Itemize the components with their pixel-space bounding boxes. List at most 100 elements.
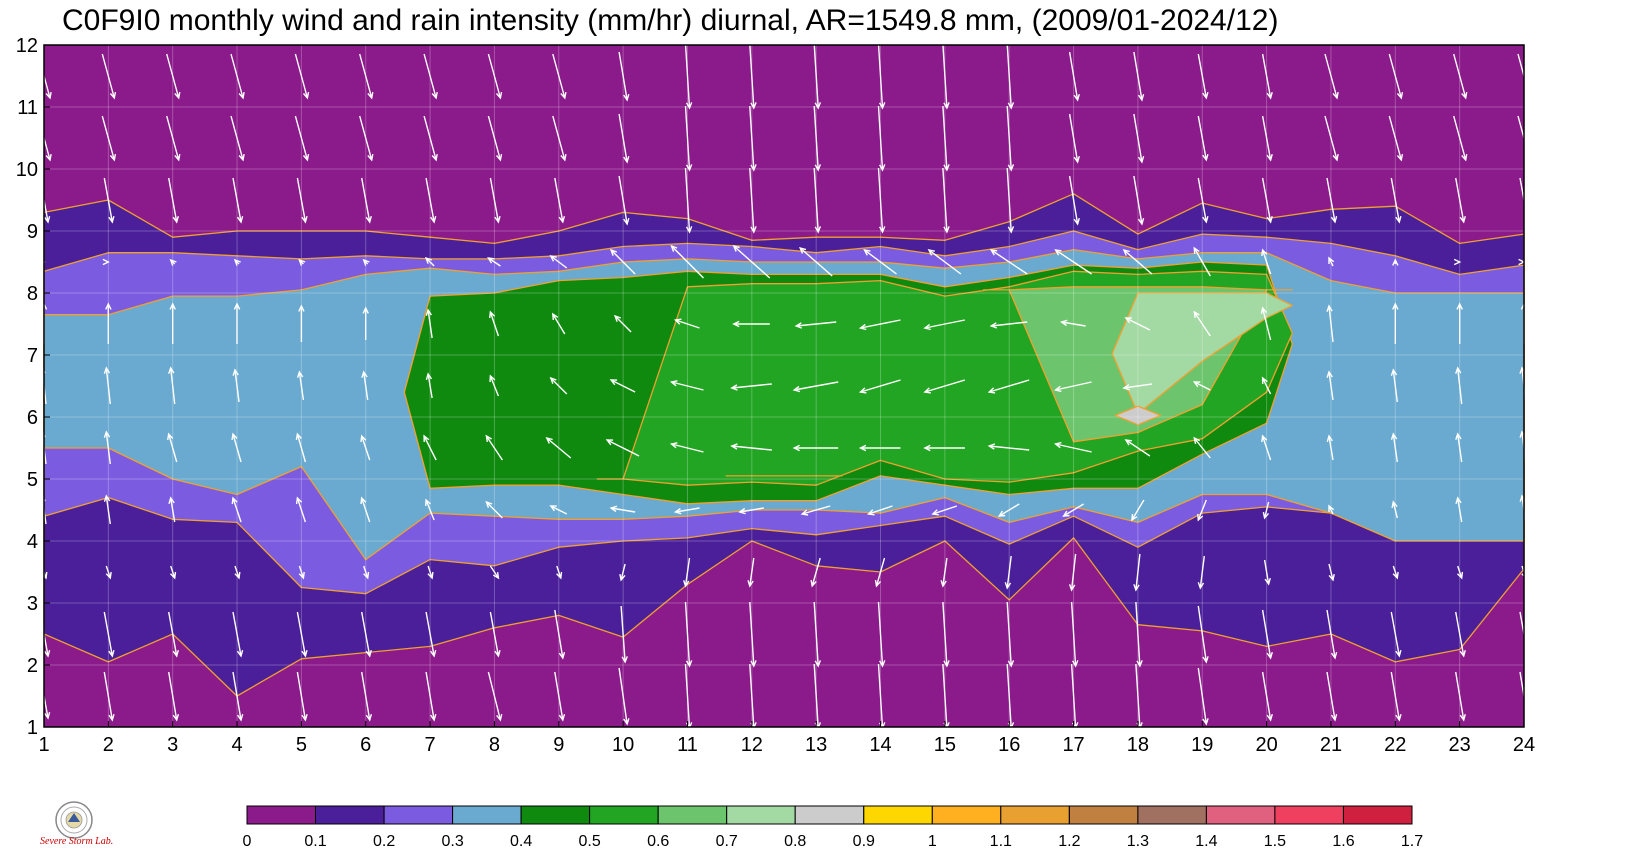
wind-arrow bbox=[931, 505, 958, 516]
colorbar-label: 1.4 bbox=[1195, 833, 1217, 850]
wind-arrow bbox=[424, 256, 435, 267]
colorbar-swatch bbox=[315, 805, 385, 825]
wind-arrow bbox=[1197, 499, 1207, 522]
lab-logo-text: Severe Storm Lab. bbox=[40, 836, 114, 847]
colorbar-swatch bbox=[1274, 805, 1344, 825]
wind-arrow bbox=[1392, 302, 1399, 344]
x-tick-label: 16 bbox=[998, 734, 1020, 756]
wind-arrow bbox=[1193, 436, 1211, 459]
wind-arrow bbox=[940, 557, 948, 588]
wind-arrow bbox=[423, 115, 438, 162]
wind-arrow bbox=[1197, 555, 1205, 590]
wind-arrow bbox=[168, 671, 180, 722]
colorbar-swatch bbox=[863, 805, 933, 825]
wind-arrow bbox=[1453, 258, 1462, 266]
wind-arrow bbox=[1261, 376, 1272, 395]
wind-arrow bbox=[1324, 53, 1339, 100]
colorbar-swatch bbox=[589, 805, 659, 825]
x-tick-label: 21 bbox=[1320, 734, 1342, 756]
wind-arrow bbox=[794, 321, 837, 329]
wind-arrow bbox=[1388, 53, 1404, 100]
wind-arrow bbox=[800, 505, 831, 516]
wind-arrow bbox=[732, 244, 771, 279]
wind-arrow bbox=[942, 601, 950, 668]
wind-arrow bbox=[425, 372, 433, 399]
x-tick-label: 23 bbox=[1449, 734, 1471, 756]
colorbar-swatch bbox=[1205, 805, 1276, 825]
wind-arrow bbox=[101, 53, 117, 100]
y-tick-label: 7 bbox=[27, 345, 38, 367]
y-tick-label: 11 bbox=[17, 97, 38, 119]
wind-arrow bbox=[673, 507, 700, 515]
wind-arrow bbox=[1453, 115, 1468, 162]
wind-arrow bbox=[1390, 611, 1402, 658]
wind-arrow bbox=[1006, 43, 1015, 110]
wind-arrow bbox=[684, 167, 693, 234]
wind-arrow bbox=[609, 505, 636, 513]
wind-arrow bbox=[298, 258, 306, 266]
colorbar-label: 0 bbox=[243, 833, 252, 850]
wind-arrow bbox=[1006, 167, 1015, 234]
wind-arrow bbox=[1456, 565, 1464, 580]
wind-arrow bbox=[1328, 504, 1335, 515]
wind-arrow bbox=[549, 505, 568, 515]
wind-arrow bbox=[738, 507, 764, 515]
wind-arrow bbox=[295, 432, 307, 463]
wind-arrow bbox=[1261, 609, 1273, 660]
wind-arrow bbox=[618, 175, 630, 226]
wind-arrow bbox=[423, 53, 438, 100]
wind-arrow bbox=[792, 444, 839, 452]
colorbar-label: 1.5 bbox=[1264, 833, 1286, 850]
wind-arrow bbox=[987, 443, 1030, 451]
wind-arrow bbox=[669, 442, 704, 453]
wind-arrow bbox=[1193, 246, 1211, 277]
wind-arrow bbox=[361, 671, 373, 722]
wind-arrow bbox=[1197, 667, 1209, 726]
wind-arrow bbox=[1124, 317, 1151, 331]
wind-arrow bbox=[296, 671, 308, 722]
wind-arrow bbox=[105, 302, 112, 344]
colorbar-swatch bbox=[452, 805, 522, 825]
wind-arrow bbox=[103, 671, 115, 722]
x-tick-label: 13 bbox=[805, 734, 827, 756]
wind-arrow bbox=[810, 557, 821, 588]
colorbar-label: 1.1 bbox=[990, 833, 1012, 850]
wind-arrow bbox=[485, 434, 503, 461]
wind-arrow bbox=[732, 320, 770, 328]
wind-arrow bbox=[1124, 439, 1151, 457]
x-tick-label: 18 bbox=[1127, 734, 1149, 756]
wind-arrow bbox=[618, 51, 630, 102]
wind-arrow bbox=[877, 601, 886, 668]
wind-arrow bbox=[987, 379, 1030, 394]
wind-arrow bbox=[1193, 310, 1211, 337]
wind-arrow bbox=[1455, 496, 1463, 523]
wind-arrow bbox=[549, 376, 568, 395]
wind-arrow bbox=[231, 432, 242, 463]
wind-arrow bbox=[673, 318, 700, 329]
wind-arrow bbox=[38, 258, 46, 266]
wind-arrow bbox=[1197, 177, 1209, 224]
wind-arrow bbox=[1455, 671, 1466, 722]
wind-arrow bbox=[168, 366, 176, 405]
wind-arrow bbox=[551, 312, 566, 335]
wind-arrow bbox=[1390, 177, 1402, 224]
plot-area bbox=[43, 45, 1525, 727]
wind-arrow bbox=[923, 319, 966, 331]
y-tick-label: 6 bbox=[27, 407, 38, 429]
colorbar-label: 0.4 bbox=[510, 833, 532, 850]
wind-arrow bbox=[618, 667, 630, 726]
wind-arrow bbox=[813, 105, 822, 172]
wind-arrow bbox=[619, 563, 626, 582]
wind-arrow bbox=[1453, 53, 1468, 100]
x-tick-label: 6 bbox=[360, 734, 371, 756]
colorbar-label: 0.9 bbox=[853, 833, 875, 850]
wind-arrow bbox=[683, 557, 691, 588]
colorbar-label: 1.7 bbox=[1401, 833, 1423, 850]
wind-arrow bbox=[359, 115, 374, 162]
wind-arrow bbox=[295, 496, 307, 523]
colorbar-label: 0.3 bbox=[441, 833, 463, 850]
wind-arrow bbox=[1197, 605, 1209, 664]
wind-arrow bbox=[1261, 434, 1272, 461]
wind-arrow bbox=[863, 249, 897, 275]
